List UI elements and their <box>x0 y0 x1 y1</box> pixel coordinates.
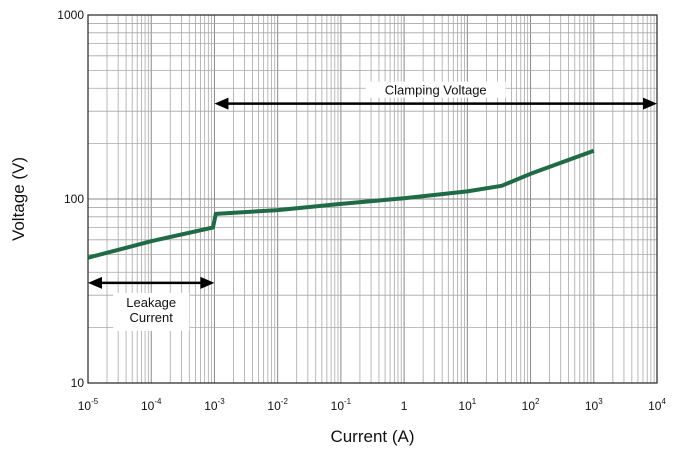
y-axis-label: Voltage (V) <box>9 157 28 241</box>
series-line <box>87 148 595 260</box>
leakage-label-line: Current <box>130 310 174 325</box>
y-tick-labels: 10 100 1000 <box>57 8 84 390</box>
series-group <box>87 148 595 260</box>
plot-area-border <box>87 14 658 384</box>
x-tick-label: 10-5 <box>78 397 99 413</box>
leakage-label-background <box>113 292 190 331</box>
x-tick-label: 101 <box>458 397 476 413</box>
x-tick-labels: 10-5 10-4 10-3 10-2 10-1 1 101 102 103 104 <box>78 397 667 413</box>
clamping-arrow-head-left <box>214 97 229 110</box>
x-tick-label: 102 <box>522 397 540 413</box>
y-tick-label: 1000 <box>57 8 84 22</box>
clamping-annotation: Clamping Voltage <box>214 81 657 110</box>
leakage-label-line: Leakage <box>126 295 176 310</box>
x-tick-label: 1 <box>401 399 408 413</box>
leakage-arrow-head-right <box>200 276 215 289</box>
gridlines <box>87 15 657 384</box>
x-axis-label: Current (A) <box>330 427 414 446</box>
x-tick-label: 10-2 <box>267 397 288 413</box>
clamping-label: Clamping Voltage <box>385 83 487 98</box>
x-tick-label: 10-1 <box>331 397 352 413</box>
y-tick-label: 100 <box>64 192 84 206</box>
clamping-arrow-head-right <box>643 97 657 110</box>
y-tick-label: 10 <box>71 376 85 390</box>
clamping-label-background <box>365 81 506 98</box>
x-tick-label: 10-4 <box>141 397 162 413</box>
x-tick-label: 104 <box>648 397 666 413</box>
x-tick-label: 10-3 <box>204 397 225 413</box>
x-tick-label: 103 <box>585 397 603 413</box>
leakage-arrow-head-left <box>88 276 102 289</box>
